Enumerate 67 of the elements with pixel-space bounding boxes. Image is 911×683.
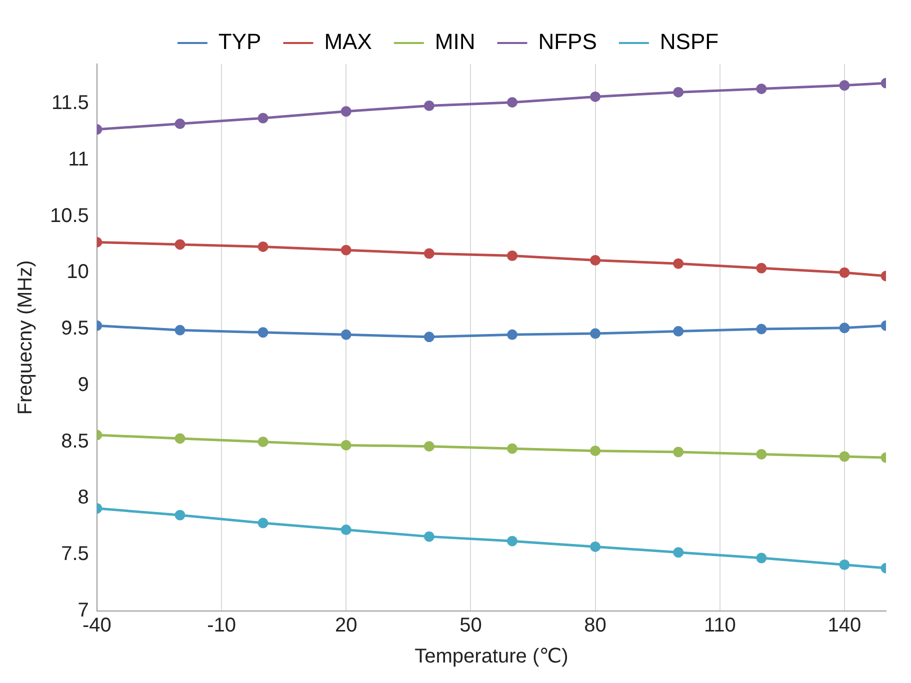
legend-label: TYP — [218, 29, 262, 54]
point — [424, 248, 434, 259]
point — [590, 328, 601, 339]
point — [673, 547, 684, 558]
point — [839, 322, 850, 334]
x-tick-label: 20 — [334, 614, 358, 637]
legend-label: NSPF — [660, 29, 719, 54]
legend-label: NFPS — [538, 29, 597, 54]
x-tick-label: 80 — [584, 614, 606, 637]
point — [506, 536, 518, 546]
point — [590, 446, 601, 456]
point — [756, 262, 767, 274]
point — [506, 443, 518, 454]
point — [258, 436, 268, 448]
point — [340, 440, 352, 450]
point — [506, 329, 518, 340]
y-tick-label: 11.5 — [51, 92, 89, 114]
x-tick-label: 110 — [704, 614, 736, 637]
point — [506, 97, 518, 108]
point — [340, 244, 352, 256]
point — [839, 560, 850, 570]
legend-label: MAX — [324, 29, 372, 54]
point — [174, 433, 186, 444]
point — [258, 112, 268, 124]
point — [424, 332, 434, 342]
point — [174, 239, 186, 250]
point — [258, 518, 268, 528]
point — [673, 446, 684, 458]
point — [839, 267, 850, 278]
point — [174, 118, 186, 130]
point — [258, 327, 268, 338]
x-tick-label: -10 — [207, 614, 236, 637]
y-tick-label: 10.5 — [50, 204, 89, 227]
point — [673, 258, 684, 269]
y-tick-label: 9.5 — [61, 318, 89, 340]
y-tick-label: 7.5 — [61, 543, 89, 566]
y-tick-label: 10 — [66, 261, 89, 284]
point — [424, 441, 434, 452]
point — [340, 524, 352, 536]
point — [839, 451, 850, 462]
point — [673, 86, 684, 98]
point — [424, 531, 434, 542]
y-tick-label: 11 — [68, 148, 89, 170]
point — [673, 326, 684, 337]
point — [839, 80, 850, 91]
point — [590, 541, 601, 552]
point — [174, 324, 186, 336]
point — [340, 106, 352, 117]
point — [340, 329, 352, 340]
point — [756, 448, 767, 460]
legend-label: MIN — [434, 29, 476, 54]
point — [174, 510, 186, 520]
point — [590, 91, 601, 102]
point — [590, 254, 601, 266]
y-tick-label: 8 — [78, 486, 89, 509]
point — [756, 552, 767, 564]
x-tick-label: 50 — [460, 614, 482, 637]
point — [258, 241, 268, 252]
point — [424, 100, 434, 111]
x-axis-title: Temperature (℃) — [414, 646, 568, 668]
point — [506, 250, 518, 261]
y-tick-label: 8.5 — [61, 430, 89, 452]
point — [756, 84, 767, 94]
y-axis-title: Frequecny (MHz) — [14, 260, 37, 415]
y-tick-label: 9 — [78, 374, 89, 396]
point — [756, 324, 767, 334]
x-tick-label: 140 — [828, 614, 862, 637]
